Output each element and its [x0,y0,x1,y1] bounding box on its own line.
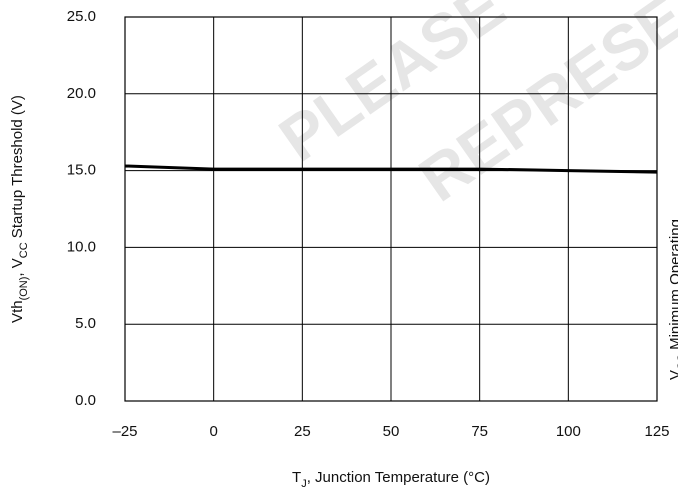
x-tick-label: 50 [383,423,400,440]
y-tick-label: 20.0 [67,85,96,102]
data-line [124,164,658,174]
y-axis-label: Vth(ON), VCC Startup Threshold (V) [9,95,30,323]
x-axis-label-part: J [301,478,307,490]
y-axis-label-part: (ON) [18,277,30,301]
x-tick-label: 125 [644,423,669,440]
y-axis-label-part: CC [18,242,30,258]
x-tick-label: –25 [112,423,137,440]
x-tick-label: 75 [471,423,488,440]
x-axis-label: TJ, Junction Temperature (°C) [292,469,490,490]
y-tick-label: 10.0 [67,238,96,255]
y-axis-label-part: , V [9,258,26,276]
x-tick-label: 0 [209,423,217,440]
side-label-part: Minimum Operating [667,219,678,354]
side-label-part: V [667,370,678,380]
x-axis-label-part: T [292,469,301,486]
x-tick-label: 25 [294,423,311,440]
y-axis-label-part: Startup Threshold (V) [9,95,26,242]
y-tick-label: 25.0 [67,8,96,25]
side-label-part: CC [676,354,678,370]
x-axis-label-part: , Junction Temperature (°C) [307,469,490,486]
y-axis-label-part: Vth [9,300,26,323]
side-label: VCC Minimum Operating [667,219,678,380]
y-tick-label: 15.0 [67,162,96,179]
x-tick-label: 100 [556,423,581,440]
y-tick-label: 5.0 [75,315,96,332]
y-tick-label: 0.0 [75,392,96,409]
